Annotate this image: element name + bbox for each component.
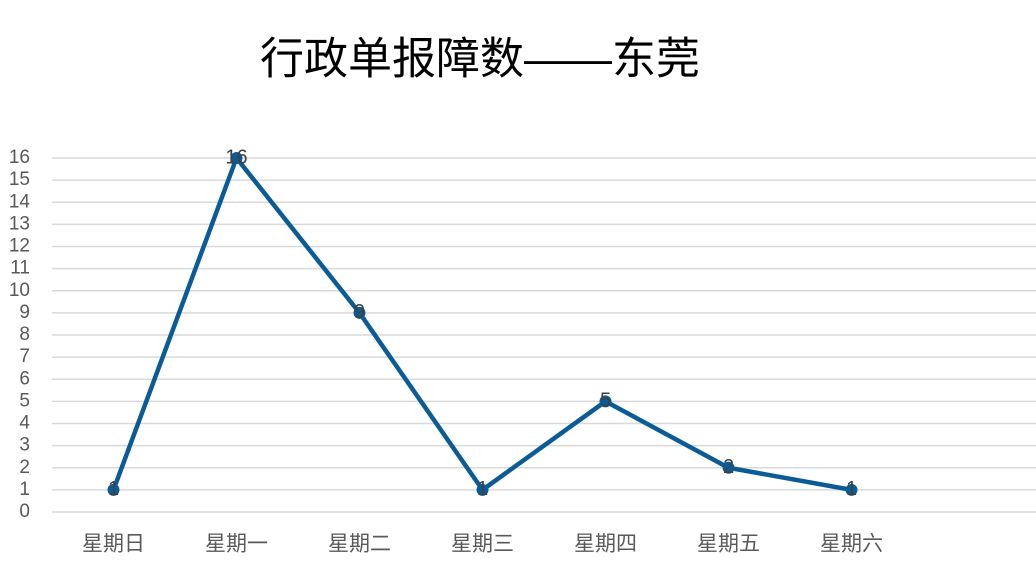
y-tick-label: 0 <box>19 501 30 522</box>
y-tick-label: 7 <box>19 346 30 367</box>
x-tick-label: 星期日 <box>82 533 145 556</box>
y-tick-label: 2 <box>19 457 30 478</box>
y-tick-label: 12 <box>9 236 30 257</box>
series-line <box>111 155 852 493</box>
data-label: 9 <box>354 301 365 323</box>
y-tick-label: 4 <box>19 413 30 434</box>
y-tick-label: 11 <box>10 258 30 279</box>
y-tick-label: 6 <box>19 368 30 389</box>
data-label: 2 <box>723 456 734 478</box>
y-tick-label: 16 <box>9 147 30 168</box>
y-tick-label: 5 <box>19 390 30 411</box>
data-label: 1 <box>846 478 857 500</box>
marker <box>722 461 735 474</box>
x-tick-label: 星期四 <box>574 533 637 556</box>
marker <box>353 306 366 319</box>
x-tick-label: 星期五 <box>697 533 760 556</box>
marker <box>107 483 120 496</box>
chart-title: 行政单报障数——东莞 <box>260 35 700 84</box>
x-tick-label: 星期一 <box>205 533 268 556</box>
marker <box>599 395 612 408</box>
y-tick-label: 3 <box>19 435 30 456</box>
x-tick-label: 星期三 <box>451 533 514 556</box>
marker <box>230 152 243 164</box>
y-tick-label: 9 <box>19 302 30 323</box>
data-label: 5 <box>600 390 611 412</box>
y-tick-label: 8 <box>19 324 30 345</box>
x-tick-label: 星期二 <box>328 533 391 556</box>
y-tick-label: 1 <box>19 479 30 500</box>
y-tick-label: 14 <box>9 191 31 212</box>
x-tick-label: 星期六 <box>820 533 883 556</box>
y-tick-label: 10 <box>9 280 30 301</box>
data-label: 1 <box>477 478 488 500</box>
marker <box>476 483 489 496</box>
y-tick-label: 13 <box>9 213 30 234</box>
data-label: 1 <box>108 478 119 500</box>
marker <box>845 483 858 496</box>
y-tick-label: 15 <box>9 169 30 190</box>
data-label: 16 <box>225 146 247 168</box>
